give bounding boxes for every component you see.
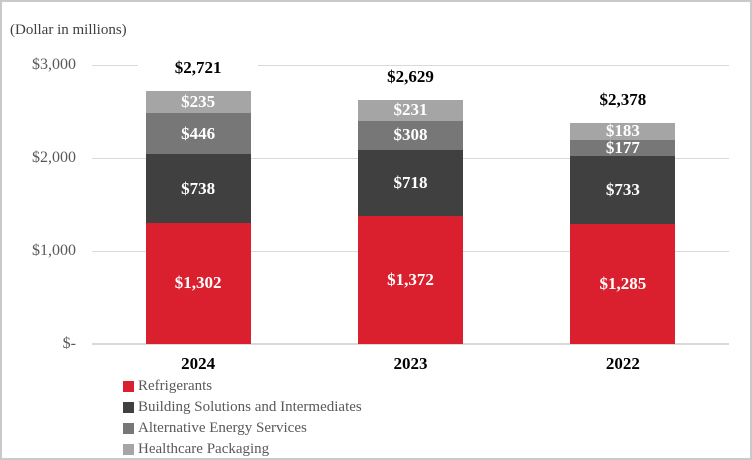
y-axis-tick-label: $1,000: [32, 242, 76, 259]
gridline-3000: [92, 65, 729, 66]
segment-value-label: $1,302: [174, 273, 222, 293]
legend-swatch-icon: [123, 381, 134, 392]
y-axis-tick-label: $2,000: [32, 149, 76, 166]
legend-swatch-icon: [123, 444, 134, 455]
bar-segment-2024-3: $235: [145, 90, 251, 113]
segment-value-label: $718: [393, 173, 428, 192]
category-label-2023: 2023: [393, 354, 428, 373]
legend-item-1: Building Solutions and Intermediates: [123, 397, 362, 418]
legend-label: Healthcare Packaging: [138, 441, 270, 457]
segment-value-label: $231: [393, 100, 428, 120]
gridline-0: [92, 343, 729, 345]
segment-value-label: $235: [181, 91, 216, 111]
legend-item-0: Refrigerants: [123, 376, 362, 397]
category-label-2024: 2024: [181, 354, 216, 373]
legend-swatch-icon: [123, 423, 134, 434]
legend-item-2: Alternative Energy Services: [123, 418, 362, 439]
legend-item-3: Healthcare Packaging: [123, 439, 362, 458]
legend: Refrigerants Building Solutions and Inter…: [123, 376, 362, 458]
bar-segment-2024-0: $1,302: [145, 222, 251, 344]
segment-value-label: $177: [605, 138, 640, 158]
segment-value-label: $733: [605, 180, 640, 200]
segment-value-label: $308: [393, 125, 428, 145]
segment-value-label: $1,285: [599, 274, 647, 294]
bar-segment-2023-3: $231: [358, 99, 463, 121]
y-axis-tick-label: $-: [62, 335, 76, 352]
bar-segment-2022-2: $177: [570, 138, 676, 158]
y-axis-tick-label: $3,000: [32, 56, 76, 73]
segment-value-label: $1,372: [387, 270, 434, 290]
bar-segment-2023-0: $1,372: [358, 216, 463, 344]
legend-label: Building Solutions and Intermediates: [138, 399, 362, 415]
bar-segment-2023-2: $308: [358, 120, 463, 150]
segment-value-label: $738: [181, 178, 216, 198]
bar-segment-2022-3: $183: [570, 121, 676, 141]
bar-segment-2022-1: $733: [570, 156, 676, 225]
chart-units-note: (Dollar in millions): [10, 22, 127, 38]
bar-segment-2023-1: $718: [358, 149, 463, 217]
category-label-2022: 2022: [605, 354, 640, 373]
bar-segment-2024-2: $446: [145, 112, 251, 155]
legend-label: Refrigerants: [138, 378, 213, 394]
legend-label: Alternative Energy Services: [138, 420, 307, 436]
legend-swatch-icon: [123, 402, 134, 413]
bar-segment-2024-1: $738: [145, 154, 251, 223]
bar-segment-2022-0: $1,285: [570, 224, 676, 344]
segment-value-label: $446: [181, 123, 216, 143]
bar-total-label: $2,378: [562, 89, 683, 110]
bar-total-label: $2,629: [350, 66, 471, 87]
bar-total-label: $2,721: [138, 57, 259, 78]
segment-value-label: $183: [605, 121, 640, 141]
